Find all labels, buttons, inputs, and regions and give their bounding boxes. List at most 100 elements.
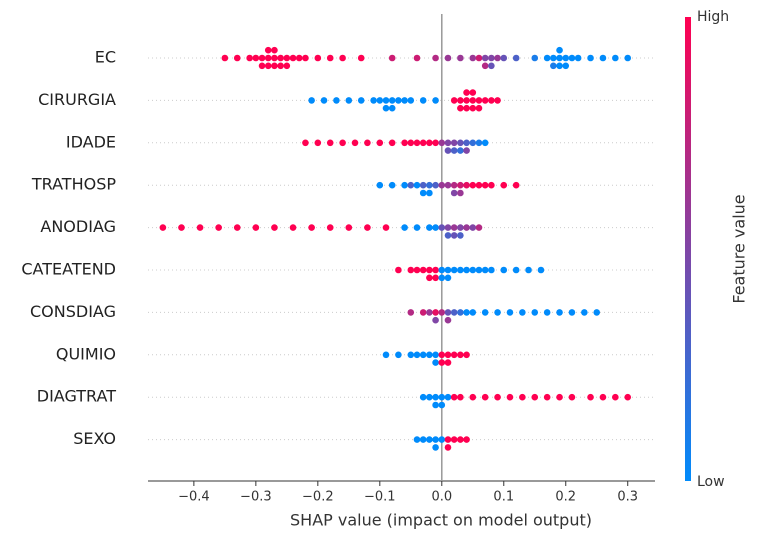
point [463,266,470,274]
point [376,97,384,104]
y-tick-label: DIAGTRAT [37,387,116,406]
colorbar-title: Feature value [730,194,749,303]
point [463,147,470,154]
point [419,189,427,197]
point [457,189,464,197]
point [494,393,501,401]
point [438,436,446,443]
point [444,147,452,154]
point [624,54,632,62]
point [382,104,390,112]
point [233,224,241,231]
point [271,46,278,54]
point [258,62,266,70]
point [432,444,439,451]
point [271,54,278,62]
point [178,224,185,231]
point [494,309,501,316]
point [500,54,508,62]
point [500,266,508,274]
point [438,224,446,231]
point [196,224,204,231]
point [457,181,464,189]
point [432,274,439,282]
point [426,139,433,147]
point [519,393,526,401]
point [469,181,477,189]
point [432,401,439,409]
point [463,224,470,231]
point [444,139,452,147]
point [432,309,439,316]
point [326,139,334,147]
point [432,54,439,62]
point [233,54,241,62]
point [450,189,458,197]
point [283,62,291,70]
point [438,393,446,401]
point [475,266,483,274]
point [457,436,464,443]
point [587,393,594,401]
point [438,181,446,189]
y-tick-label: QUIMIO [56,344,116,363]
point [444,224,452,231]
point [432,359,439,366]
point [450,393,458,401]
point [258,54,266,62]
point [463,139,470,147]
point [264,54,272,62]
point [481,393,489,401]
point [271,224,278,231]
point [426,189,433,197]
y-tick-label: CONSDIAG [30,302,116,321]
point [581,309,588,316]
point [314,139,322,147]
point [388,181,396,189]
point [531,393,539,401]
point [444,54,452,62]
colorbar-high: High [697,9,729,25]
point [531,54,539,62]
point [432,139,439,147]
point [215,224,222,231]
point [419,309,427,316]
point [450,224,458,231]
point [568,393,576,401]
point [444,436,452,443]
point [345,97,353,104]
point [469,89,477,96]
point [543,309,551,316]
point [407,266,415,274]
point [413,351,421,359]
point [469,104,477,112]
point [444,316,452,324]
point [444,444,452,451]
point [519,309,526,316]
point [475,224,483,231]
point [438,351,446,359]
point [463,104,470,112]
point [463,351,470,359]
point [382,224,390,231]
point [444,266,452,274]
point [556,54,563,62]
point [444,359,452,366]
point [419,351,427,359]
point [339,139,346,147]
point [481,181,489,189]
point [450,139,458,147]
point [457,309,464,316]
point [407,139,415,147]
point [426,309,433,316]
point [475,104,483,112]
point [413,224,421,231]
point [550,62,557,70]
point [419,393,427,401]
point [388,54,396,62]
point [488,97,495,104]
point [450,436,458,443]
point [382,351,390,359]
point [357,54,365,62]
